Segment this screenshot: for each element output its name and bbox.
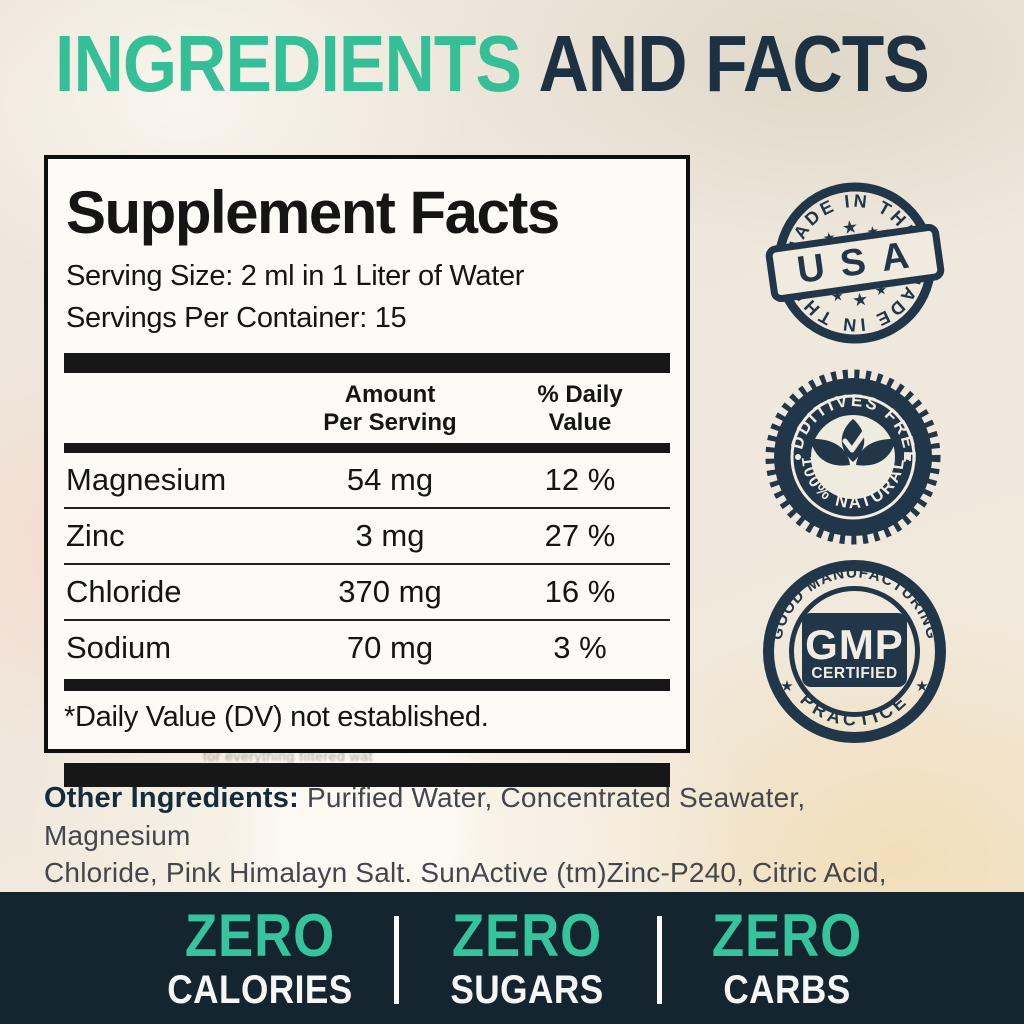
row-name: Zinc: [66, 518, 125, 554]
row-name: Chloride: [66, 574, 182, 610]
row-daily-value: 12 %: [544, 462, 616, 498]
seal-inner-ring-icon: [790, 394, 916, 520]
row-daily-value: 3 %: [553, 630, 607, 666]
daily-value-footnote: *Daily Value (DV) not established.: [64, 701, 489, 734]
zero-text: ZERO: [451, 902, 603, 969]
title-highlight: INGREDIENTS: [55, 19, 522, 108]
servings-per-container: Servings Per Container: 15: [66, 301, 407, 334]
title-rest: AND FACTS: [538, 19, 929, 108]
banner-item-sugars: ZERO SUGARS: [450, 902, 604, 1012]
row-daily-value: 27 %: [544, 518, 616, 554]
row-daily-value: 16 %: [544, 574, 616, 610]
banner-item-calories: ZERO CALORIES: [167, 902, 353, 1012]
other-ingredients-line2: Chloride, Pink Himalayn Salt. SunActive …: [44, 857, 887, 888]
made-in-usa-badge: MADE IN THE MADE IN THE ★ ★ ★ ★ ★ ★ ★ ★ …: [765, 182, 945, 344]
usa-banner-icon: [765, 223, 945, 303]
separator-bar-bottom: [64, 763, 670, 788]
row-amount: 370 mg: [338, 574, 442, 610]
table-row: Sodium 70 mg 3 %: [64, 621, 670, 675]
svg-text:★: ★: [841, 216, 860, 238]
banner-label: CARBS: [723, 968, 851, 1012]
separator-bar-header: [64, 443, 670, 454]
zero-claims-banner: ZERO CALORIES ZERO SUGARS ZERO CARBS: [0, 892, 1024, 1024]
zero-text: ZERO: [184, 902, 336, 969]
banner-label: CALORIES: [167, 968, 353, 1012]
row-name: Sodium: [66, 630, 172, 666]
gmp-certified-text: CERTIFIED: [811, 665, 897, 682]
star-icon: ★: [780, 678, 793, 695]
page-title: INGREDIENTS AND FACTS: [55, 18, 930, 110]
supplement-facts-panel: Supplement Facts Serving Size: 2 ml in 1…: [44, 155, 690, 788]
gmp-inner-ring-icon: [789, 586, 920, 717]
banner-label: SUGARS: [450, 968, 604, 1012]
other-ingredients-label: Other Ingredients:: [44, 782, 299, 814]
facts-table-header: Amount Per Serving % Daily Value: [64, 381, 670, 438]
serving-size: Serving Size: 2 ml in 1 Liter of Water: [66, 260, 525, 292]
banner-divider: [657, 916, 662, 1004]
gmp-chip-icon: [802, 613, 907, 687]
panel-title: Supplement Facts: [66, 179, 560, 246]
row-amount: 3 mg: [355, 518, 425, 554]
banner-divider: [394, 916, 399, 1004]
row-amount: 54 mg: [346, 462, 434, 498]
gmp-center-text: GMP: [805, 621, 904, 668]
separator-bar-footnote: [64, 679, 670, 692]
gmp-badge: GOOD MANUFACTURING PRACTICE ★ ★ GMP CERT…: [763, 560, 946, 743]
seal-serrated-edge-icon: [765, 369, 941, 545]
banner-item-carbs: ZERO CARBS: [711, 902, 863, 1012]
other-ingredients-line1: Other Ingredients: Purified Water, Conce…: [44, 782, 806, 851]
row-name: Magnesium: [66, 462, 227, 498]
seal-left-dot-icon: [795, 454, 801, 460]
zero-text: ZERO: [711, 902, 863, 969]
gmp-outer-ring-icon: [763, 560, 946, 743]
plant-icon: [810, 419, 896, 466]
star-icon: ★: [915, 678, 928, 695]
row-amount: 70 mg: [346, 630, 434, 666]
column-header-amount: Amount Per Serving: [323, 380, 457, 436]
svg-text:★: ★: [851, 289, 870, 311]
table-row: Zinc 3 mg 27 %: [64, 509, 670, 566]
column-header-daily-value: % Daily Value: [537, 380, 623, 436]
table-row: Magnesium 54 mg 12 %: [64, 453, 670, 510]
separator-bar-top: [64, 352, 670, 373]
table-row: Chloride 370 mg 16 %: [64, 565, 670, 622]
seal-right-dot-icon: [905, 454, 911, 460]
